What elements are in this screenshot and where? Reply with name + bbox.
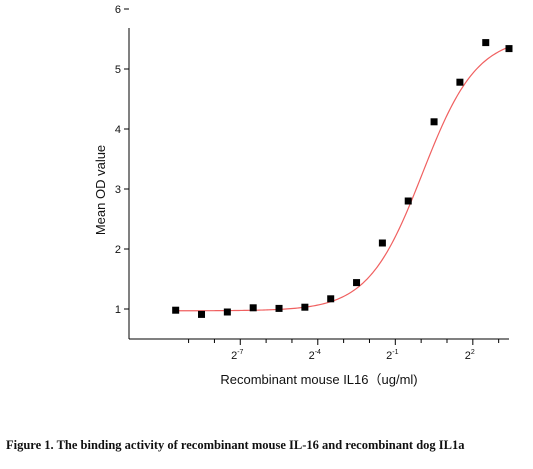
data-point: [404, 197, 412, 205]
data-point: [505, 45, 513, 53]
data-point: [249, 304, 257, 312]
data-point: [198, 310, 206, 318]
data-point: [327, 295, 335, 303]
data-point: [223, 308, 231, 316]
y-tick-label: 5: [115, 64, 121, 76]
data-point: [275, 304, 283, 312]
y-axis-title: Mean OD value: [93, 145, 108, 235]
fit-curve-line: [175, 46, 510, 312]
x-tick-label: 22: [465, 349, 475, 362]
data-point: [378, 239, 386, 247]
data-point: [430, 118, 438, 126]
data-point: [482, 39, 490, 47]
data-point: [353, 279, 361, 287]
x-tick-label: 2-7: [231, 349, 243, 362]
x-tick-label: 2-1: [386, 349, 398, 362]
y-tick-label: 3: [115, 184, 121, 196]
data-point: [172, 306, 180, 314]
y-tick-label: 2: [115, 244, 121, 256]
data-point: [456, 78, 464, 86]
x-tick-label: 2-4: [309, 349, 321, 362]
y-tick-label: 4: [115, 124, 121, 136]
data-point: [301, 303, 309, 311]
figure-caption: Figure 1. The binding activity of recomb…: [6, 438, 465, 452]
x-axis-title: Recombinant mouse IL16（ug/ml): [220, 372, 417, 387]
y-tick-label: 1: [115, 304, 121, 316]
y-tick-label: 6: [115, 4, 121, 16]
plot-area: 1 2 3 4 5 6 2-7 2-4 2-1 22 Recombinant mouse IL16（…: [93, 4, 513, 387]
